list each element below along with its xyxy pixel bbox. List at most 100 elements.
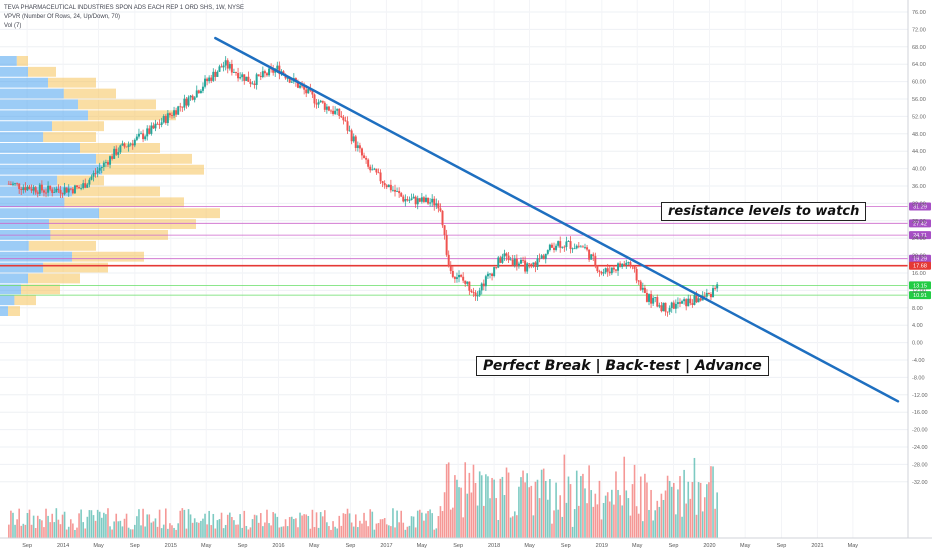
price-badge-label: 10.91	[913, 293, 927, 299]
volume-bar	[167, 528, 169, 538]
price-badge[interactable]	[909, 281, 931, 290]
candle-body	[307, 88, 310, 94]
candle-body	[705, 292, 708, 297]
price-badge[interactable]	[909, 231, 931, 240]
volume-bar	[274, 513, 277, 538]
candle-body	[614, 269, 617, 271]
candle-body	[377, 172, 380, 174]
candle-body	[69, 188, 72, 190]
candle-body	[398, 191, 401, 194]
price-badge[interactable]	[909, 291, 931, 300]
volume-bar	[381, 519, 384, 538]
volume-bar	[396, 510, 398, 538]
x-tick-label: May	[93, 543, 104, 549]
candle-body	[445, 235, 448, 255]
volume-bar	[96, 509, 99, 538]
candle-body	[625, 262, 628, 265]
volume-bar	[553, 510, 555, 538]
price-badge[interactable]	[909, 202, 931, 211]
volume-bar	[509, 517, 512, 538]
volume-bar	[580, 476, 582, 538]
candle-body	[641, 287, 644, 290]
candle-body	[662, 302, 665, 312]
candle-body	[183, 98, 186, 108]
volume-bar	[551, 523, 553, 538]
y-tick-label: 16.00	[912, 271, 926, 277]
volume-bar	[416, 510, 419, 538]
time-axis[interactable]: Sep 2014 May Sep 2015 May Sep 2016 May Sep 2017 May…	[0, 537, 932, 549]
candle-body	[381, 181, 384, 184]
candle-body	[581, 246, 584, 248]
y-tick-label: -16.00	[912, 410, 928, 416]
candle-body	[296, 82, 299, 88]
price-badge[interactable]	[909, 219, 931, 228]
vp-row-up	[0, 306, 8, 316]
x-tick-label: Sep	[22, 543, 32, 549]
price-badge[interactable]	[909, 261, 931, 270]
vp-row-down	[99, 208, 220, 219]
volume-bar	[229, 512, 231, 538]
legend-volume[interactable]: Vol (7)	[4, 23, 22, 29]
candle-body	[610, 267, 613, 274]
volume-bar	[379, 519, 382, 538]
y-tick-label: 0.00	[912, 341, 923, 347]
vp-row-down	[64, 197, 184, 208]
volume-bar	[235, 524, 237, 538]
candle-body	[317, 102, 320, 105]
volume-bar	[468, 472, 471, 538]
volume-bar	[474, 483, 477, 538]
price-badge[interactable]	[909, 254, 931, 263]
candle-body	[387, 184, 390, 188]
candle-body	[447, 254, 450, 267]
candle-body	[664, 302, 667, 312]
trendline[interactable]	[214, 36, 900, 403]
y-tick-label: 20.00	[912, 254, 926, 260]
candle-body	[133, 139, 136, 146]
x-tick-label: May	[848, 543, 859, 549]
y-tick-label: -28.00	[912, 462, 928, 468]
volume-bar	[524, 482, 526, 538]
volume-bar	[216, 520, 219, 538]
vp-row-up	[0, 251, 72, 262]
candle-body	[571, 248, 574, 250]
candle-body	[57, 188, 60, 190]
volume-bar	[94, 520, 97, 538]
volume-bar	[171, 525, 173, 538]
candle-body	[94, 173, 97, 174]
volume-bar	[156, 526, 159, 538]
vp-row-up	[0, 240, 29, 251]
volume-bar	[105, 514, 107, 538]
volume-bar	[421, 512, 423, 538]
price-axis[interactable]: 76.00 72.00 68.00 64.00 60.00 56.00 52.00 48.00…	[907, 0, 928, 538]
volume-bar	[639, 476, 642, 538]
candle-body	[509, 259, 512, 261]
volume-bar	[76, 527, 78, 538]
candle-body	[526, 263, 529, 272]
volume-bar	[82, 522, 84, 538]
candle-body	[365, 157, 368, 160]
legend-symbol-title[interactable]: TEVA PHARMACEUTICAL INDUSTRIES SPON ADS …	[4, 5, 244, 11]
candle-body	[499, 257, 502, 263]
candle-body	[441, 210, 444, 226]
candle-body	[255, 74, 258, 85]
candle-body	[633, 266, 636, 269]
candle-body	[458, 274, 461, 278]
volume-bar	[375, 523, 378, 538]
candle-body	[117, 152, 120, 155]
candle-body	[577, 245, 580, 247]
vp-row-up	[0, 99, 78, 110]
breakout-annotation[interactable]: Perfect Break | Back-test | Advance	[476, 356, 769, 376]
resistance-annotation[interactable]: resistance levels to watch	[661, 202, 867, 221]
candle-body	[530, 264, 533, 265]
candle-body	[435, 203, 438, 206]
volume-bar	[452, 507, 454, 538]
candle-body	[78, 187, 81, 189]
y-tick-label: -8.00	[912, 375, 925, 381]
legend-vpvr[interactable]: VPVR (Number Of Rows, 24, Up/Down, 70)	[4, 14, 121, 20]
vp-row-down	[78, 99, 156, 110]
candle-body	[346, 121, 349, 131]
candle-body	[286, 78, 289, 79]
volume-bar	[200, 520, 202, 538]
vp-row-down	[63, 88, 116, 99]
candle-body	[482, 283, 485, 287]
